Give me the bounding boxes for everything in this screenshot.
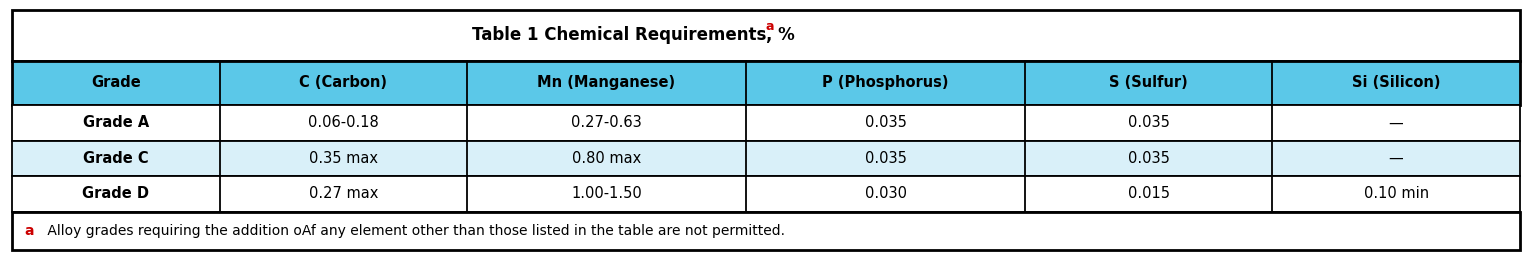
Text: 1.00-1.50: 1.00-1.50 [571,187,642,201]
Text: Si (Silicon): Si (Silicon) [1351,75,1440,90]
Text: S (Sulfur): S (Sulfur) [1109,75,1189,90]
Text: Grade: Grade [90,75,141,90]
Bar [12,141,1520,176]
Text: a: a [766,20,775,33]
Bar [12,176,1520,212]
Text: 0.015: 0.015 [1128,187,1170,201]
Bar [12,10,1520,61]
Text: P (Phosphorus): P (Phosphorus) [823,75,948,90]
Text: 0.10 min: 0.10 min [1363,187,1429,201]
Text: Mn (Manganese): Mn (Manganese) [538,75,676,90]
Text: 0.035: 0.035 [864,151,907,166]
Text: 0.06-0.18: 0.06-0.18 [308,115,378,130]
Bar [12,61,1520,105]
Text: 0.030: 0.030 [864,187,907,201]
Text: Alloy grades requiring the addition oAf any element other than those listed in t: Alloy grades requiring the addition oAf … [43,224,784,238]
Text: —: — [1388,115,1403,130]
Text: 0.35 max: 0.35 max [309,151,378,166]
Text: 0.27 max: 0.27 max [308,187,378,201]
Text: Table 1 Chemical Requirements: Table 1 Chemical Requirements [472,27,766,44]
Text: —: — [1388,151,1403,166]
Text: Grade D: Grade D [83,187,150,201]
Text: Grade A: Grade A [83,115,149,130]
Text: 0.035: 0.035 [1128,151,1170,166]
Text: Grade C: Grade C [83,151,149,166]
Text: 0.27-0.63: 0.27-0.63 [571,115,642,130]
Text: 0.80 max: 0.80 max [571,151,640,166]
Bar [12,105,1520,141]
Text: 0.035: 0.035 [1128,115,1170,130]
Text: C (Carbon): C (Carbon) [299,75,388,90]
Text: 0.035: 0.035 [864,115,907,130]
Text: Table 1 Chemical Requirementsa, %: Table 1 Chemical Requirementsa, % [599,27,933,44]
Text: , %: , % [766,27,795,44]
Text: a: a [25,224,34,238]
Bar [12,212,1520,250]
